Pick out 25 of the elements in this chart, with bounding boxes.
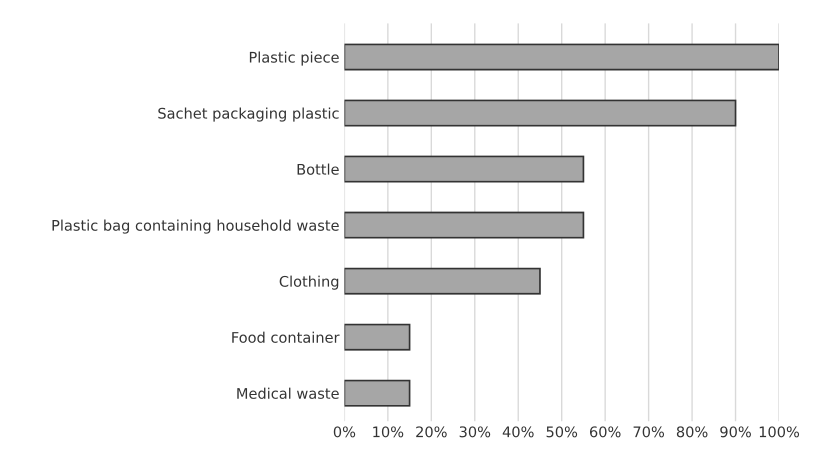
y-tick-label: Sachet packaging plastic bbox=[158, 108, 339, 122]
x-tick-label: 100% bbox=[760, 426, 800, 438]
y-tick-label: Clothing bbox=[280, 276, 338, 290]
x-tick-label: 60% bbox=[590, 426, 621, 438]
x-tick-label: 30% bbox=[460, 426, 490, 438]
x-tick-label: 70% bbox=[634, 426, 664, 438]
y-tick-label: Plastic bag containing household waste bbox=[52, 220, 339, 234]
y-tick-label: Bottle bbox=[298, 164, 339, 175]
y-tick-label: Plastic piece bbox=[250, 51, 339, 66]
x-tick-label: 10% bbox=[373, 426, 404, 438]
y-tick-label: Medical waste bbox=[237, 388, 339, 399]
x-tick-label: 40% bbox=[502, 426, 534, 438]
bar bbox=[344, 44, 779, 70]
bar bbox=[344, 212, 584, 239]
x-tick-label: 80% bbox=[676, 426, 708, 438]
x-tick-label: 50% bbox=[546, 426, 578, 438]
x-tick-label: 20% bbox=[416, 426, 447, 438]
x-tick-label: 0% bbox=[334, 426, 356, 438]
bar bbox=[344, 268, 541, 295]
bar bbox=[344, 100, 736, 126]
x-tick-label: 90% bbox=[720, 426, 751, 438]
bar bbox=[344, 324, 410, 351]
bar bbox=[344, 156, 584, 183]
y-tick-label: Food container bbox=[232, 332, 340, 343]
bar bbox=[344, 380, 410, 407]
